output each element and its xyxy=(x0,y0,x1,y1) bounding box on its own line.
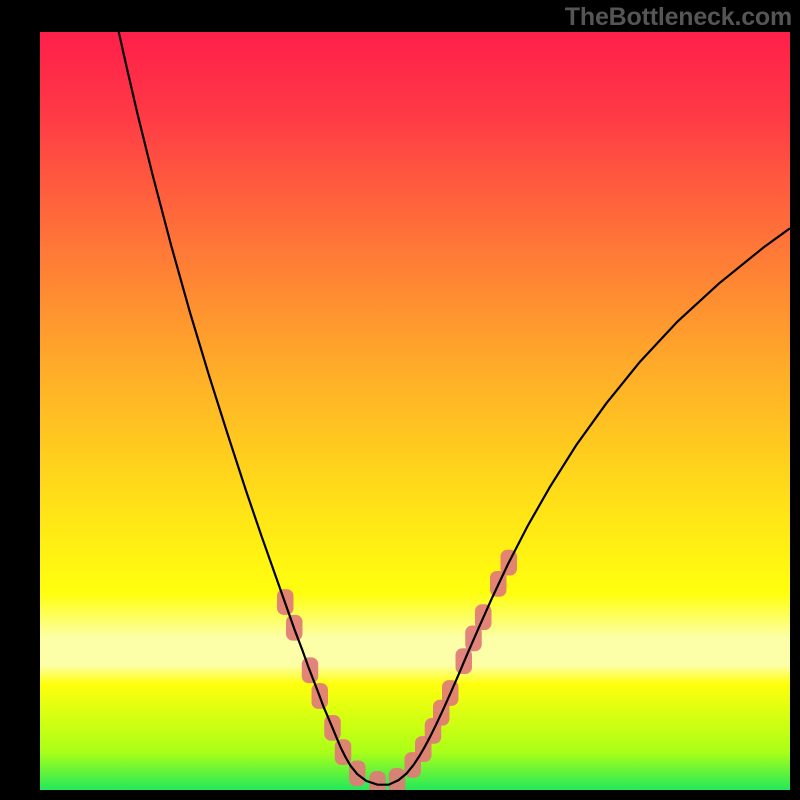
chart-svg xyxy=(40,32,790,790)
marker-layer xyxy=(277,550,517,790)
watermark-text: TheBottleneck.com xyxy=(565,3,792,32)
bottleneck-curve xyxy=(119,32,790,785)
plot-area xyxy=(40,32,790,790)
curve-marker xyxy=(389,768,406,790)
curve-marker xyxy=(369,771,386,790)
